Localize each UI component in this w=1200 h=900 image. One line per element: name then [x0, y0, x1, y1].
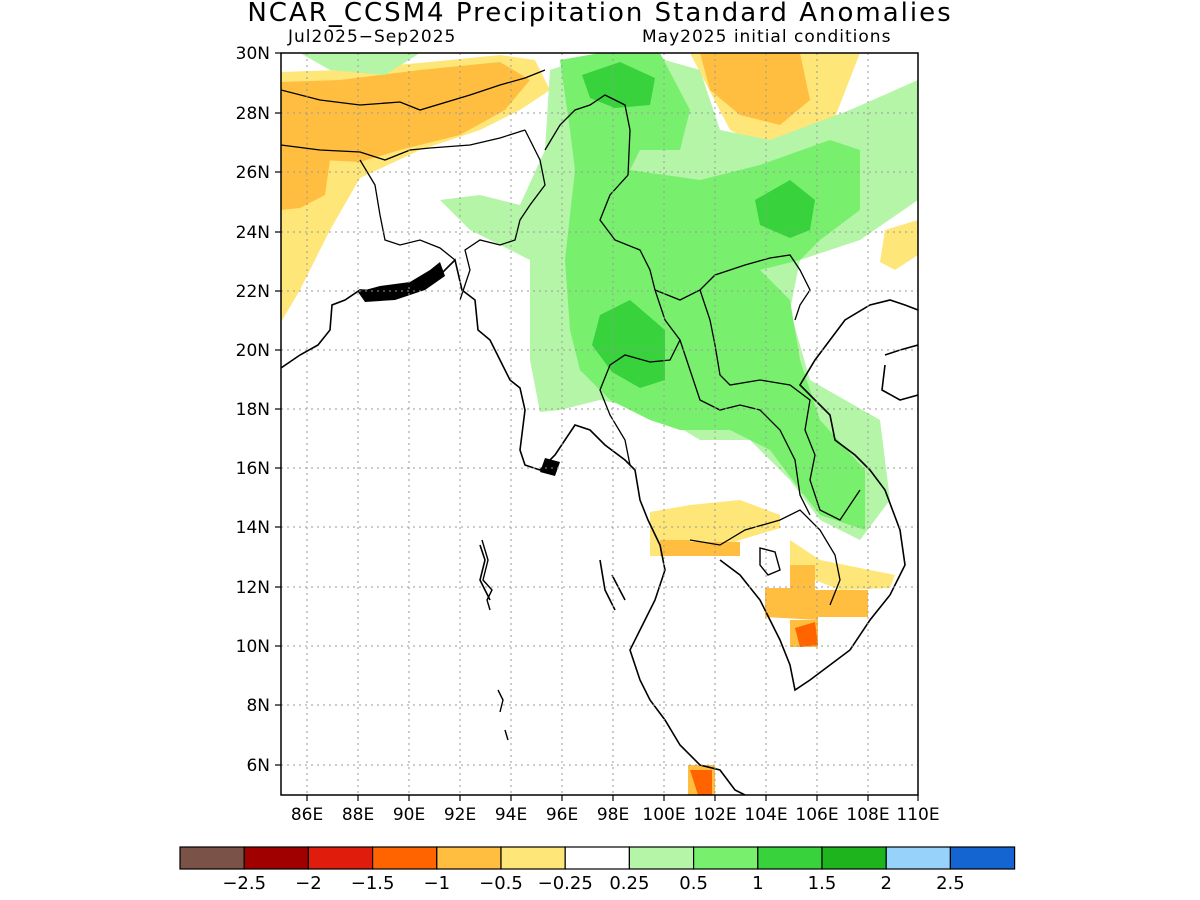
lon-label: 86E	[291, 805, 323, 825]
lat-label: 12N	[236, 578, 270, 598]
colorbar-label: −1	[424, 873, 451, 894]
lon-label: 92E	[444, 805, 476, 825]
colorbar-swatch	[564, 846, 631, 870]
colorbar-label: 2	[880, 873, 891, 894]
colorbar-label: 0.5	[679, 873, 708, 894]
dry-patch-cambodia	[790, 540, 895, 590]
colorbar-labels: −2.5 −2 −1.5 −1 −0.5 −0.25 0.25 0.5 1 1.5 2 2.5	[222, 873, 964, 894]
map-title: NCAR_CCSM4 Precipitation Standard Anomal…	[247, 0, 953, 28]
lat-label: 10N	[236, 637, 270, 657]
colorbar-swatch	[307, 846, 374, 870]
colorbar-label: −2.5	[222, 873, 266, 894]
colorbar-swatch	[821, 846, 887, 870]
lon-label: 104E	[744, 805, 787, 825]
colorbar-swatch	[243, 846, 309, 870]
lat-label: 6N	[246, 756, 270, 776]
colorbar-swatch	[436, 846, 502, 870]
dry-core-northeast	[700, 53, 810, 125]
colorbar-label: 0.25	[609, 873, 649, 894]
dry-core-himalaya	[281, 62, 530, 162]
lat-label: 24N	[236, 223, 270, 243]
dry-patch-east	[880, 220, 918, 270]
dry-core-west	[281, 158, 330, 210]
colorbar-label: 1.5	[808, 873, 837, 894]
lat-label: 26N	[236, 163, 270, 183]
forecast-period: Jul2025−Sep2025	[288, 27, 457, 47]
colorbar-swatch	[372, 846, 438, 870]
lat-label: 28N	[236, 104, 270, 124]
islands	[481, 539, 781, 741]
wet-deficit-mekong	[795, 622, 818, 647]
lon-label: 88E	[342, 805, 374, 825]
lon-label: 110E	[896, 805, 939, 825]
lat-label: 14N	[236, 518, 270, 538]
lon-labels: 86E 88E 90E 92E 94E 96E 98E 100E 102E 10…	[291, 805, 940, 825]
lat-label: 18N	[236, 400, 270, 420]
colorbar-label: 2.5	[936, 873, 965, 894]
lat-label: 22N	[236, 282, 270, 302]
anomaly-field	[281, 53, 918, 795]
lon-label: 106E	[795, 805, 838, 825]
lat-labels: 30N 28N 26N 24N 22N 20N 18N 16N 14N 12N …	[236, 44, 270, 776]
lon-label: 102E	[693, 805, 736, 825]
colorbar-label: −0.5	[479, 873, 523, 894]
lat-label: 16N	[236, 459, 270, 479]
lon-label: 100E	[642, 805, 685, 825]
wet-core-north	[582, 62, 655, 108]
colorbar-label: −1.5	[351, 873, 395, 894]
lon-label: 90E	[393, 805, 425, 825]
colorbar-swatch	[692, 846, 759, 870]
colorbar	[179, 846, 1016, 870]
map-frame	[280, 52, 919, 796]
borders	[281, 69, 861, 606]
colorbar-swatch	[179, 846, 245, 870]
colorbar-swatch	[628, 846, 695, 870]
lon-label: 108E	[846, 805, 889, 825]
delta-marks	[358, 262, 560, 476]
lat-label: 8N	[246, 696, 270, 716]
grid-lines	[281, 53, 918, 795]
colorbar-label: −0.25	[538, 873, 593, 894]
dry-core-thailand	[660, 540, 740, 556]
lon-label: 96E	[546, 805, 578, 825]
colorbar-swatch	[885, 846, 952, 870]
colorbar-swatch	[500, 846, 566, 870]
lat-label: 30N	[236, 44, 270, 64]
dry-core-malaysia	[690, 770, 712, 795]
initial-conditions: May2025 initial conditions	[642, 27, 892, 47]
wet-core-northeast	[755, 180, 815, 238]
lon-label: 98E	[597, 805, 629, 825]
lon-label: 94E	[495, 805, 527, 825]
dry-core-cambodia	[765, 565, 868, 620]
colorbar-label: 1	[752, 873, 763, 894]
tick-marks	[275, 52, 919, 801]
colorbar-swatch	[757, 846, 823, 870]
colorbar-label: −2	[295, 873, 322, 894]
colorbar-swatch	[949, 846, 1016, 870]
lat-label: 20N	[236, 341, 270, 361]
